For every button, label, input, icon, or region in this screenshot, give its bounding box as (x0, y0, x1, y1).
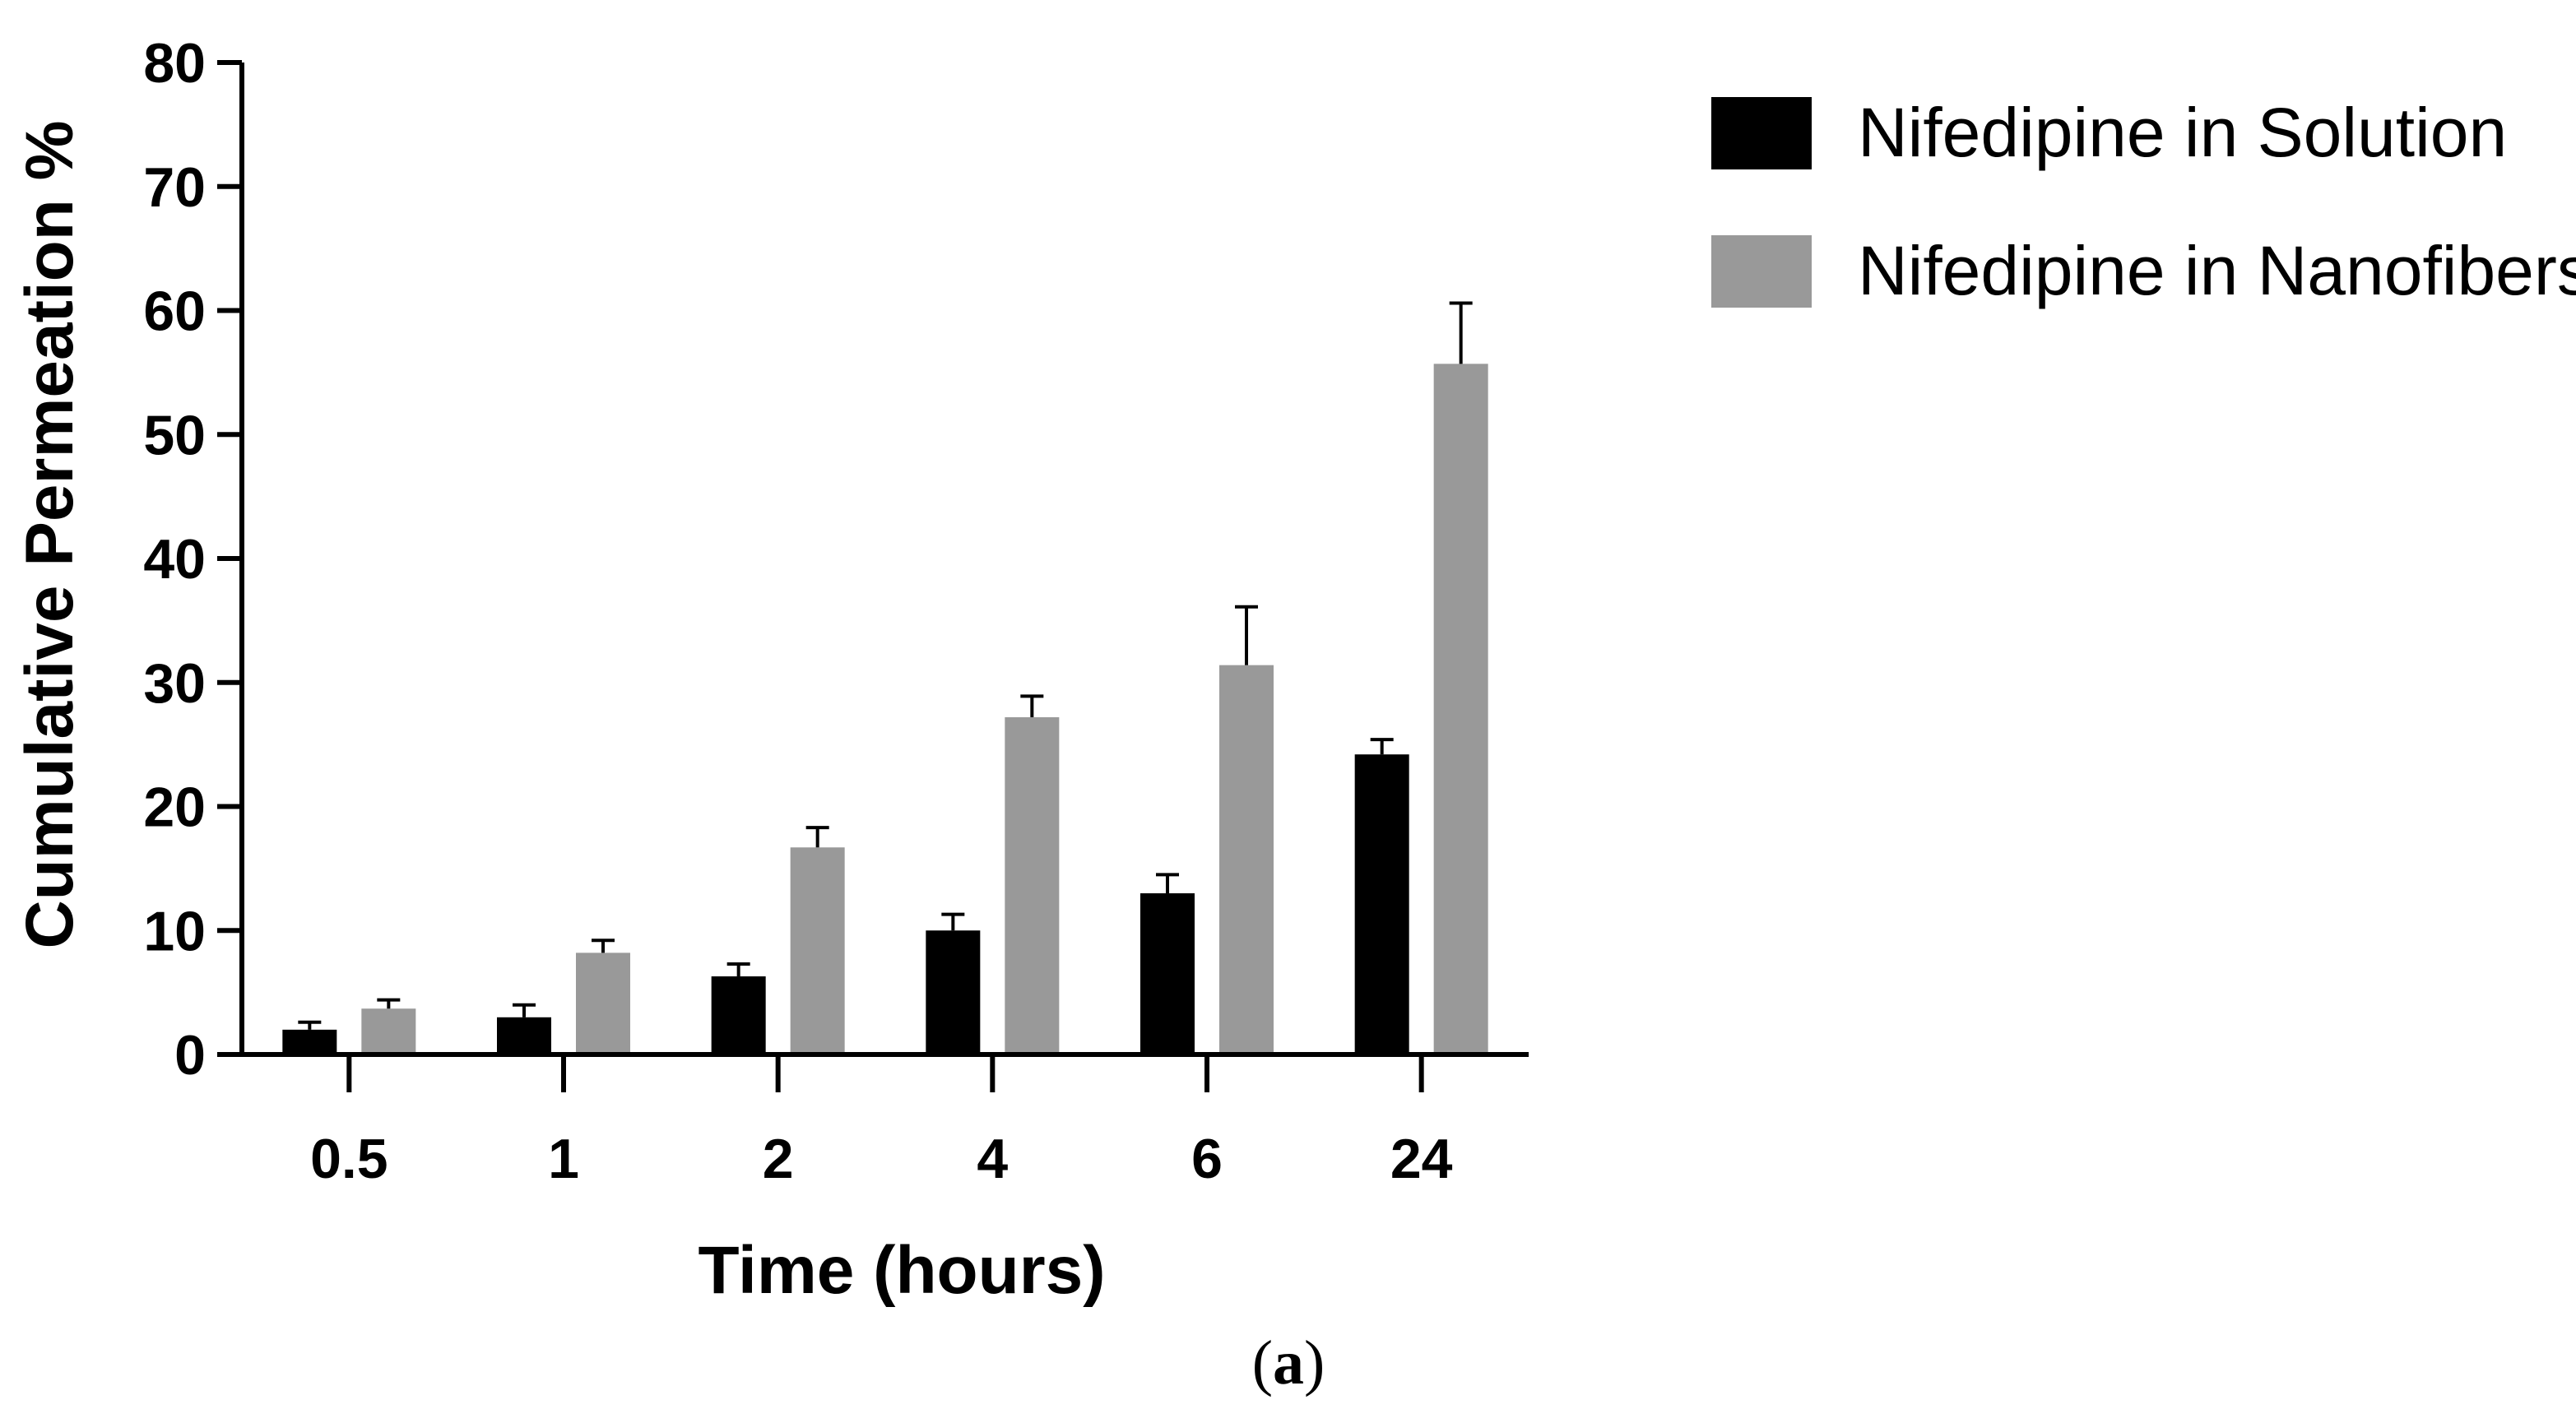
legend-swatch-solution (1711, 97, 1812, 169)
bar-nanofibers-6 (1219, 665, 1274, 1054)
bar-nanofibers-4 (1005, 716, 1060, 1054)
x-tick-label-6: 6 (1191, 1128, 1223, 1190)
x-tick-label-2: 2 (763, 1128, 794, 1190)
y-tick-label-30: 30 (143, 652, 206, 715)
y-tick-label-60: 60 (143, 280, 206, 343)
bar-solution-2 (711, 976, 766, 1054)
y-ticks-layer: 0 10 20 30 40 50 60 70 80 (143, 32, 242, 1087)
legend: Nifedipine in Solution Nifedipine in Nano… (1711, 94, 2576, 309)
legend-swatch-nanofibers (1711, 235, 1812, 308)
y-tick-label-0: 0 (174, 1024, 206, 1087)
y-tick-label-70: 70 (143, 156, 206, 219)
bar-solution-24 (1354, 754, 1409, 1054)
x-tick-label-24: 24 (1390, 1128, 1453, 1190)
y-axis-title: Cumulative Permeation % (12, 120, 87, 948)
legend-label-solution: Nifedipine in Solution (1858, 94, 2507, 171)
x-ticks-layer: 0.5 1 2 4 6 24 (310, 1054, 1453, 1190)
bar-nanofibers-1 (576, 952, 630, 1054)
bar-solution-0.5 (282, 1029, 337, 1054)
y-tick-label-50: 50 (143, 404, 206, 466)
bar-nanofibers-0.5 (361, 1008, 416, 1054)
bar-nanofibers-2 (790, 847, 845, 1054)
x-axis-title: Time (hours) (698, 1233, 1105, 1308)
caption-close-paren: ) (1304, 1328, 1325, 1397)
bar-nanofibers-24 (1433, 364, 1488, 1054)
bar-solution-1 (497, 1017, 551, 1054)
bar-solution-4 (926, 930, 981, 1054)
caption-letter: a (1273, 1328, 1304, 1397)
y-tick-label-40: 40 (143, 528, 206, 591)
y-tick-label-80: 80 (143, 32, 206, 95)
y-tick-label-10: 10 (143, 900, 206, 962)
legend-label-nanofibers: Nifedipine in Nanofibers (1858, 232, 2576, 309)
bars-layer (282, 364, 1488, 1054)
x-tick-label-1: 1 (548, 1128, 579, 1190)
caption-open-paren: ( (1252, 1328, 1273, 1397)
figure-caption: (a) (1252, 1328, 1325, 1397)
x-tick-label-0.5: 0.5 (310, 1128, 388, 1190)
bar-solution-6 (1140, 893, 1195, 1054)
axes-layer (239, 63, 1529, 1057)
y-tick-label-20: 20 (143, 776, 206, 839)
x-tick-label-4: 4 (977, 1128, 1008, 1190)
error-bars-layer (298, 301, 1473, 1030)
